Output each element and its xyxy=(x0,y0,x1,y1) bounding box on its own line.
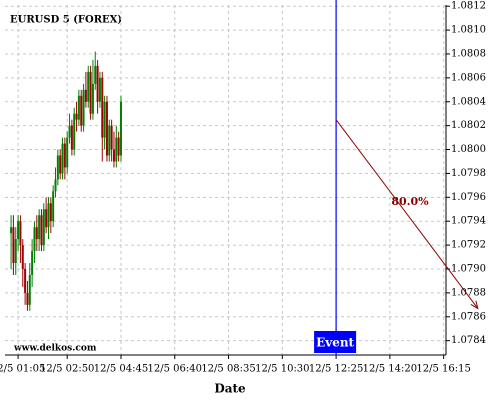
ohlc-body xyxy=(73,113,76,150)
x-tick-label: 12/5 02:50 xyxy=(40,364,94,375)
watermark: www.delkos.com xyxy=(13,344,97,354)
ohlc-body xyxy=(87,71,90,102)
ohlc-body xyxy=(33,227,36,252)
y-tick-label: 1.0800 xyxy=(451,144,486,155)
chart-title: EURUSD 5 (FOREX) xyxy=(10,15,122,26)
ohlc-body xyxy=(94,65,97,84)
ohlc-body xyxy=(35,227,38,240)
ohlc-body xyxy=(45,209,48,228)
ohlc-body xyxy=(117,137,120,156)
y-tick-label: 1.0794 xyxy=(451,216,486,227)
ohlc-body xyxy=(119,101,122,156)
ohlc-body xyxy=(54,179,57,192)
y-tick-label: 1.0806 xyxy=(451,72,486,83)
x-tick-label: 12/5 14:20 xyxy=(363,364,417,375)
event-label: Event xyxy=(316,336,354,350)
ohlc-body xyxy=(96,65,99,102)
ohlc-body xyxy=(82,89,85,126)
event-box xyxy=(314,331,357,353)
ohlc-body xyxy=(108,125,111,156)
ohlc-body xyxy=(66,137,69,168)
x-tick-label: 12/5 08:35 xyxy=(201,364,255,375)
ohlc-body xyxy=(14,239,17,264)
ohlc-body xyxy=(19,221,22,246)
y-tick-label: 1.0792 xyxy=(451,240,486,251)
ohlc-body xyxy=(112,149,115,162)
ohlc-body xyxy=(103,101,106,138)
arrow-head xyxy=(470,300,479,310)
x-tick-label: 12/5 16:15 xyxy=(416,364,470,375)
ohlc-body xyxy=(24,268,27,293)
ohlc-body xyxy=(63,143,66,168)
ohlc-body xyxy=(47,203,50,228)
y-tick-label: 1.0812 xyxy=(451,1,486,12)
ohlc-body xyxy=(75,113,78,120)
y-tick-label: 1.0810 xyxy=(451,25,486,36)
x-tick-label: 12/5 04:45 xyxy=(94,364,148,375)
ohlc-body xyxy=(38,215,41,240)
x-tick-label: 12/5 12:25 xyxy=(309,364,363,375)
ohlc-body xyxy=(49,203,52,222)
ohlc-body xyxy=(80,95,83,126)
y-tick-label: 1.0786 xyxy=(451,311,486,322)
forecast-arrow xyxy=(335,119,479,309)
y-tick-label: 1.0796 xyxy=(451,192,486,203)
ohlc-body xyxy=(40,215,43,246)
ohlc-body xyxy=(17,221,20,240)
x-axis-label: Date xyxy=(214,382,246,396)
y-tick-label: 1.0788 xyxy=(451,287,486,298)
ohlc-body xyxy=(26,292,29,305)
ohlc-body xyxy=(59,155,62,174)
y-tick-label: 1.0790 xyxy=(451,263,486,274)
ohlc-body xyxy=(42,209,45,246)
y-tick-label: 1.0804 xyxy=(451,96,486,107)
ohlc-body xyxy=(68,125,71,138)
ohlc-body xyxy=(98,77,101,102)
y-tick-label: 1.0798 xyxy=(451,168,486,179)
ohlc-body xyxy=(70,125,73,150)
arrow-label: 80.0% xyxy=(391,195,429,208)
ohlc-body xyxy=(91,83,94,114)
ohlc-body xyxy=(21,245,24,269)
x-tick-label: 12/5 06:40 xyxy=(148,364,202,375)
ohlc-body xyxy=(115,137,118,162)
ohlc-body xyxy=(10,227,13,234)
ohlc-body xyxy=(61,143,64,174)
x-tick-label: 12/5 01:05 xyxy=(0,364,45,375)
ohlc-body xyxy=(89,71,92,114)
y-tick-label: 1.0802 xyxy=(451,120,486,131)
ohlc-body xyxy=(77,95,80,120)
ohlc-body xyxy=(31,251,34,275)
ohlc-body xyxy=(56,155,59,180)
y-tick-label: 1.0784 xyxy=(451,335,486,346)
ohlc-body xyxy=(110,125,113,150)
ohlc-body xyxy=(105,101,108,156)
ohlc-body xyxy=(52,191,55,222)
x-tick-label: 12/5 10:30 xyxy=(255,364,309,375)
ohlc-body xyxy=(101,77,104,138)
y-tick-label: 1.0808 xyxy=(451,48,486,59)
ohlc-body xyxy=(28,274,31,305)
ohlc-body xyxy=(84,89,87,102)
ohlc-body xyxy=(12,227,15,264)
